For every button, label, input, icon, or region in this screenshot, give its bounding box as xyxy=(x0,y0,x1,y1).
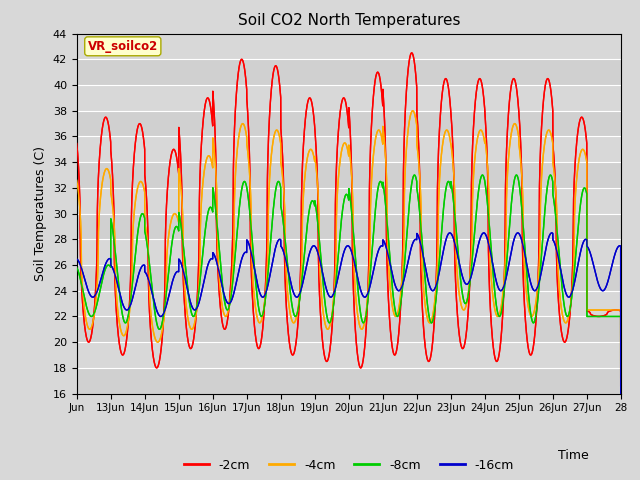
-4cm xyxy=(436,173,444,179)
Bar xyxy=(77,265,621,291)
-16cm xyxy=(499,286,507,292)
-2cm xyxy=(408,50,415,56)
Bar xyxy=(77,85,621,111)
Bar xyxy=(77,368,621,394)
Y-axis label: Soil Temperatures (C): Soil Temperatures (C) xyxy=(35,146,47,281)
Bar xyxy=(77,342,621,368)
Text: Time: Time xyxy=(558,449,589,462)
Line: -2cm: -2cm xyxy=(77,53,621,480)
-16cm xyxy=(166,286,174,292)
Bar xyxy=(77,316,621,342)
Bar xyxy=(77,291,621,316)
-4cm xyxy=(73,178,81,183)
Bar xyxy=(77,60,621,85)
Bar xyxy=(77,162,621,188)
-16cm xyxy=(425,280,433,286)
Line: -16cm: -16cm xyxy=(77,233,621,480)
-8cm xyxy=(547,172,554,178)
-16cm xyxy=(491,271,499,277)
-8cm xyxy=(475,186,483,192)
Bar xyxy=(77,34,621,60)
-2cm xyxy=(166,156,174,162)
-8cm xyxy=(491,288,499,294)
-2cm xyxy=(491,354,499,360)
-8cm xyxy=(73,264,81,270)
-4cm xyxy=(491,307,499,312)
-8cm xyxy=(499,300,507,306)
Line: -4cm: -4cm xyxy=(77,111,621,480)
-4cm xyxy=(425,319,433,325)
Line: -8cm: -8cm xyxy=(77,175,621,480)
Bar xyxy=(77,136,621,162)
Legend: -2cm, -4cm, -8cm, -16cm: -2cm, -4cm, -8cm, -16cm xyxy=(179,454,519,477)
Bar xyxy=(77,111,621,136)
-4cm xyxy=(166,221,174,227)
-2cm xyxy=(425,359,433,364)
-2cm xyxy=(475,76,483,82)
-16cm xyxy=(475,240,483,246)
-16cm xyxy=(73,256,81,262)
-16cm xyxy=(436,268,444,274)
-8cm xyxy=(166,252,174,257)
Text: VR_soilco2: VR_soilco2 xyxy=(88,40,158,53)
-2cm xyxy=(499,308,507,313)
Title: Soil CO2 North Temperatures: Soil CO2 North Temperatures xyxy=(237,13,460,28)
-2cm xyxy=(436,123,444,129)
Bar xyxy=(77,240,621,265)
-4cm xyxy=(409,108,417,114)
-16cm xyxy=(514,230,522,236)
-2cm xyxy=(73,141,81,146)
-4cm xyxy=(475,130,483,135)
-4cm xyxy=(499,290,507,296)
Bar xyxy=(77,188,621,214)
-8cm xyxy=(425,311,433,317)
-8cm xyxy=(436,254,444,260)
Bar xyxy=(77,214,621,240)
